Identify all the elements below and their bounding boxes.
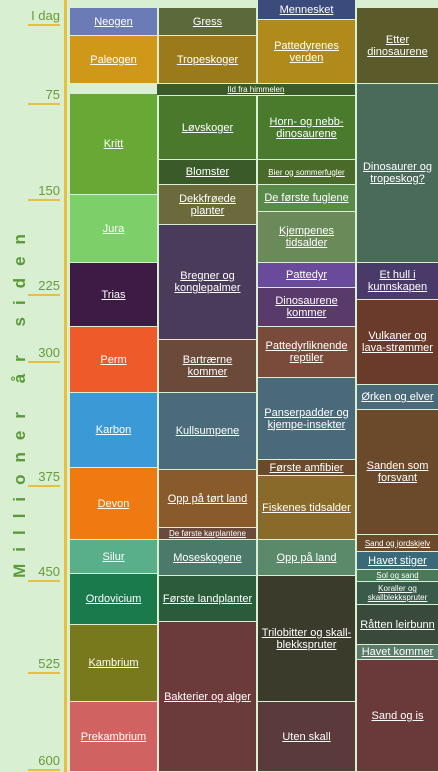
time-block: Karbon	[70, 393, 157, 467]
time-block: Første amfibier	[258, 460, 355, 475]
time-block: Panserpadder og kjempe-insekter	[258, 378, 355, 459]
axis-label: 600	[28, 753, 60, 771]
time-block: Ordovicium	[70, 574, 157, 624]
time-block: Koraller og skallblekkspruter	[357, 582, 438, 604]
time-block: Bregner og konglepalmer	[159, 225, 256, 339]
time-block: Mennesket	[258, 0, 355, 19]
time-block: Pattedyrliknende reptiler	[258, 327, 355, 377]
time-block: Moseskogene	[159, 540, 256, 575]
time-block: Opp på land	[258, 540, 355, 575]
time-block: Dekkfrøede planter	[159, 185, 256, 224]
time-block: Trias	[70, 263, 157, 326]
time-block: Gress	[159, 8, 256, 35]
time-block: Løvskoger	[159, 96, 256, 159]
time-block: Perm	[70, 327, 157, 392]
time-block: Pattedyrenes verden	[258, 20, 355, 83]
time-block: Opp på tørt land	[159, 470, 256, 527]
time-block: Havet stiger	[357, 552, 438, 569]
time-block: Bier og sommerfugler	[258, 160, 355, 184]
time-block: Havet kommer	[357, 645, 438, 659]
axis-label: 525	[28, 656, 60, 674]
time-block: Kullsumpene	[159, 393, 256, 469]
time-block: Horn- og nebb-dinosaurene	[258, 96, 355, 159]
time-block: Prekambrium	[70, 702, 157, 771]
time-block: Kjempenes tidsalder	[258, 212, 355, 262]
time-block: Neogen	[70, 8, 157, 35]
time-block: Sand og is	[357, 660, 438, 771]
time-block: Ørken og elver	[357, 385, 438, 409]
time-block: Dinosaurene kommer	[258, 288, 355, 326]
time-block: Dinosaurer og tropeskog?	[357, 84, 438, 262]
time-block: Ild fra himmelen	[157, 84, 355, 95]
time-block: Etter dinosaurene	[357, 8, 438, 83]
time-block: Uten skall	[258, 702, 355, 771]
time-block: Bakterier og alger	[159, 622, 256, 771]
time-block: Pattedyr	[258, 263, 355, 287]
axis-label: 300	[28, 345, 60, 363]
time-block: Blomster	[159, 160, 256, 184]
axis-label: 375	[28, 469, 60, 487]
axis-label: 150	[28, 183, 60, 201]
time-block: Bartrærne kommer	[159, 340, 256, 392]
time-block: Fiskenes tidsalder	[258, 476, 355, 539]
axis-line	[64, 0, 67, 772]
axis-label: 450	[28, 564, 60, 582]
time-block: Kritt	[70, 94, 157, 194]
axis-label: 225	[28, 278, 60, 296]
time-block: Paleogen	[70, 36, 157, 83]
time-block: Råtten leirbunn	[357, 605, 438, 644]
time-block: Devon	[70, 468, 157, 539]
time-block: Trilobitter og skall-blekkspruter	[258, 576, 355, 701]
time-block: Et hull i kunnskapen	[357, 263, 438, 299]
axis-title: Millioner år siden	[10, 222, 29, 578]
time-block: Tropeskoger	[159, 36, 256, 83]
time-block: Kambrium	[70, 625, 157, 701]
time-block: De første karplantene	[159, 528, 256, 539]
axis-label: 75	[28, 87, 60, 105]
time-block: De første fuglene	[258, 185, 355, 211]
time-block: Jura	[70, 195, 157, 262]
time-block: Første landplanter	[159, 576, 256, 621]
time-block: Vulkaner og lava-strømmer	[357, 300, 438, 384]
time-block: Silur	[70, 540, 157, 573]
time-block: Sanden som forsvant	[357, 410, 438, 534]
time-block: Sand og jordskjelv	[357, 535, 438, 551]
time-block: Sol og sand	[357, 570, 438, 581]
axis-label: I dag	[28, 8, 60, 26]
